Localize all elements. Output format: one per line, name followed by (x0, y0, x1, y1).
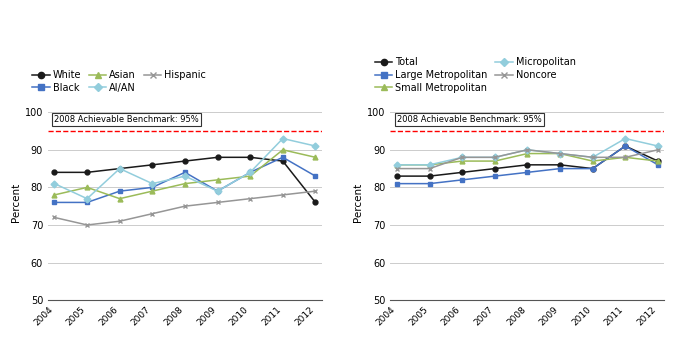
Y-axis label: Percent: Percent (10, 183, 21, 222)
Text: 2008 Achievable Benchmark: 95%: 2008 Achievable Benchmark: 95% (55, 115, 199, 124)
Legend: White, Black, Asian, AI/AN, Hispanic: White, Black, Asian, AI/AN, Hispanic (32, 70, 206, 93)
Legend: Total, Large Metropolitan, Small Metropolitan, Micropolitan, Noncore: Total, Large Metropolitan, Small Metropo… (375, 57, 576, 93)
Text: 2008 Achievable Benchmark: 95%: 2008 Achievable Benchmark: 95% (397, 115, 542, 124)
Y-axis label: Percent: Percent (353, 183, 363, 222)
